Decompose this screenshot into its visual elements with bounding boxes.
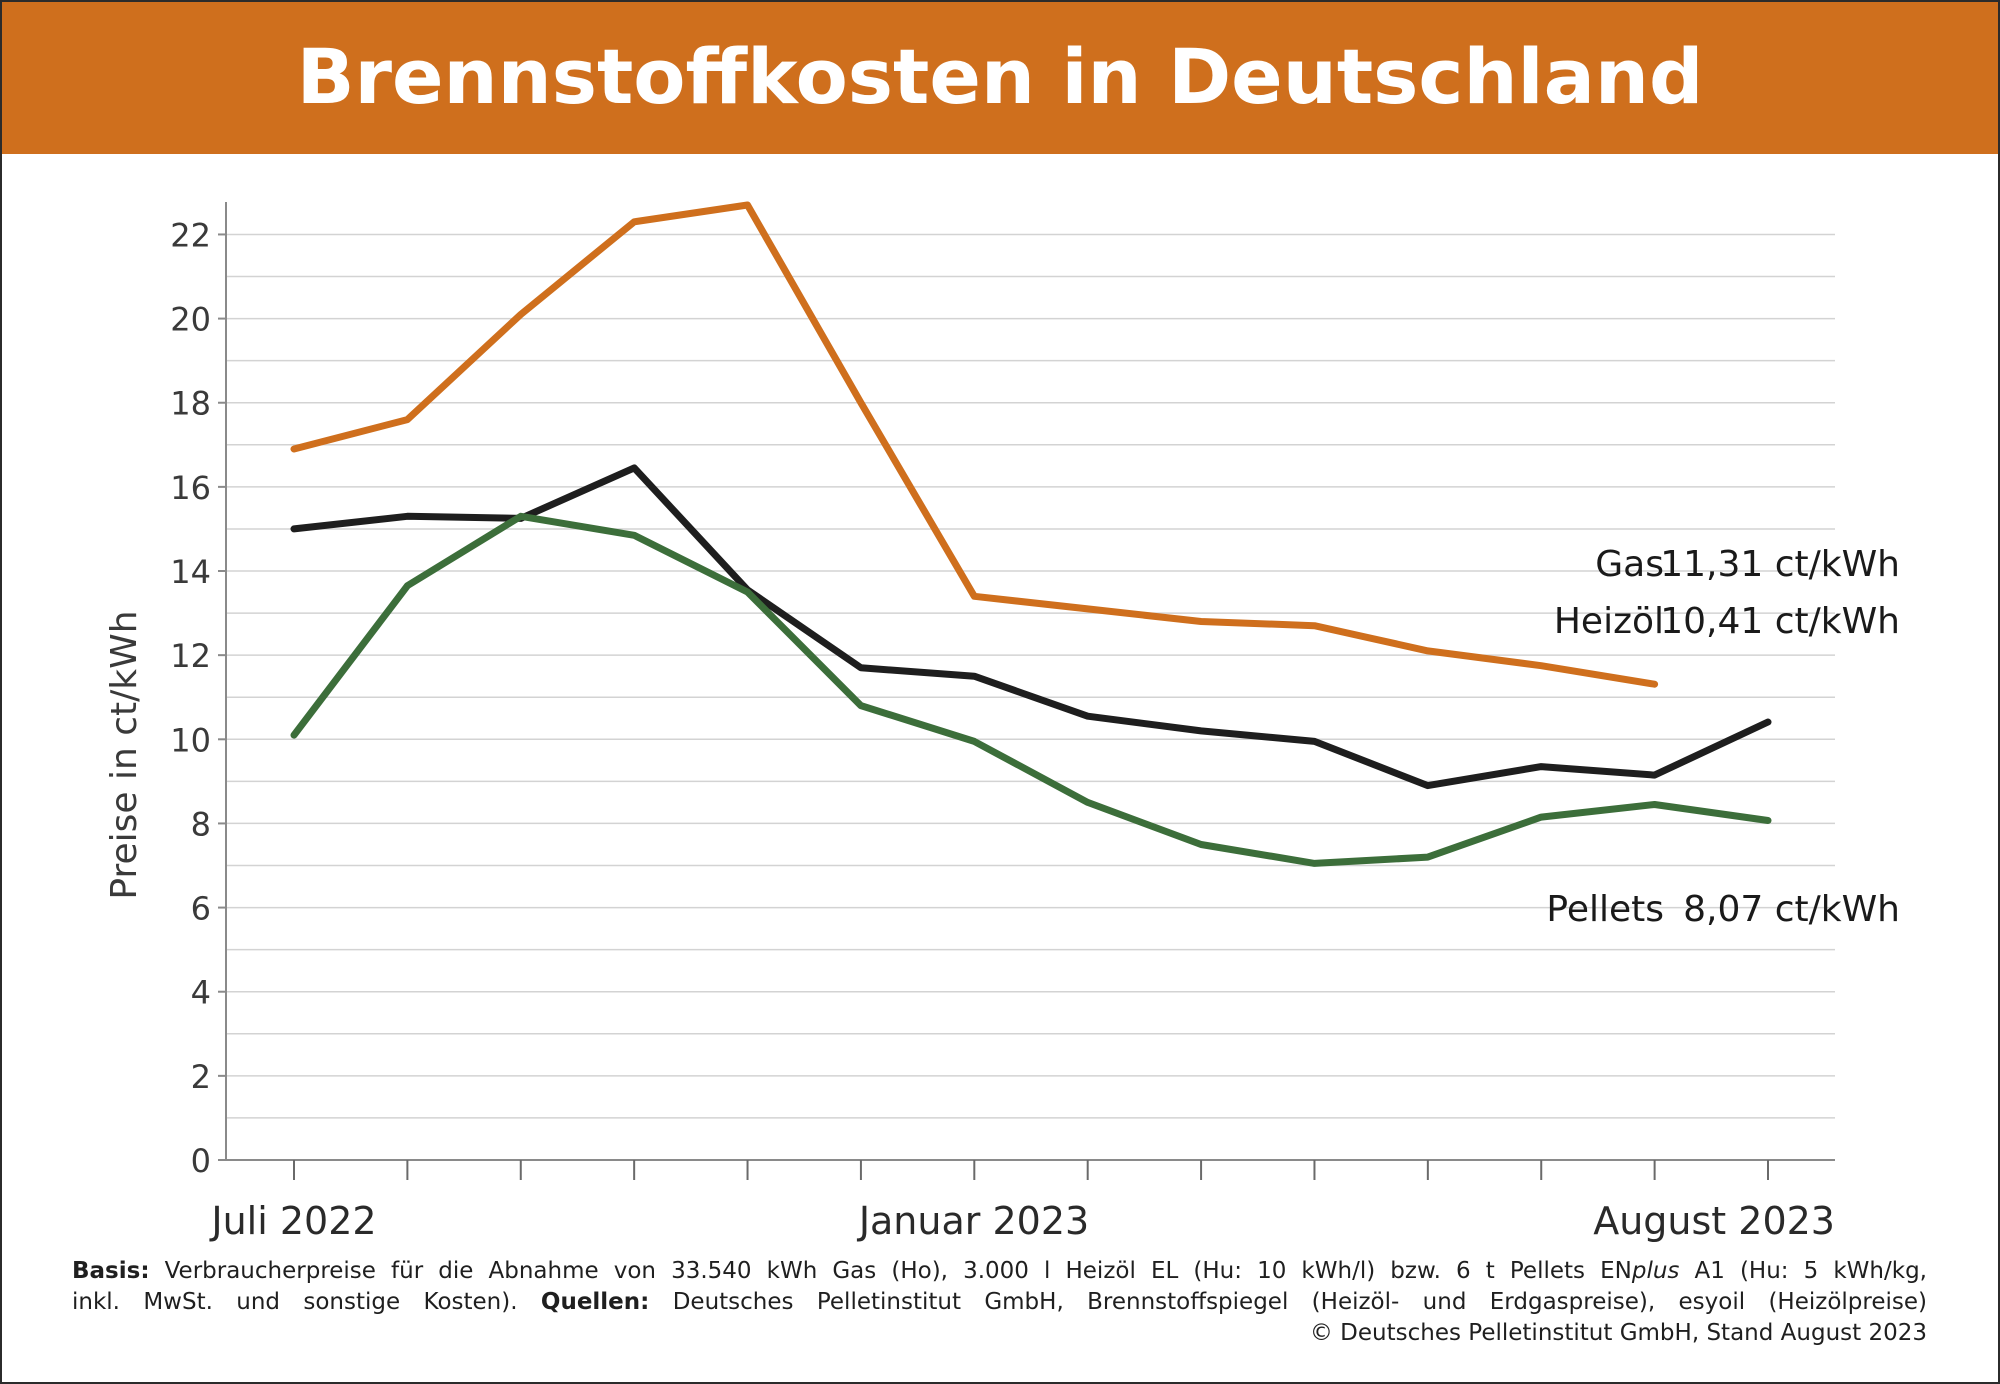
x-tick-labels: Juli 2022 Januar 2023 August 2023 [209, 1199, 1835, 1243]
y-tick-label: 22 [170, 216, 211, 254]
y-tick-label: 6 [191, 890, 211, 928]
x-label-juli-2022: Juli 2022 [209, 1199, 376, 1243]
basis-label: Basis: [72, 1258, 150, 1284]
gas-value-label: 11,31 ct/kWh [1660, 544, 1900, 585]
pellets-value-label: 8,07 ct/kWh [1683, 889, 1900, 930]
y-tick-label: 4 [191, 974, 211, 1012]
pellets-series-line [290, 512, 1772, 867]
y-tick-label: 14 [170, 553, 211, 591]
heizoel-value-label: 10,41 ct/kWh [1660, 601, 1900, 642]
chart-title: Brennstoffkosten in Deutschland [296, 32, 1704, 121]
title-banner: Brennstoffkosten in Deutschland [2, 2, 1998, 154]
y-tick-label: 16 [170, 469, 211, 507]
series-lines [290, 201, 1772, 867]
gas-series-line [290, 201, 1659, 688]
basis-text-2: A1 (Hu: 5 kWh/kg, [1679, 1258, 1927, 1284]
basis-italic: plus [1631, 1258, 1680, 1284]
y-tick-label: 18 [170, 385, 211, 423]
y-tick-label: 12 [170, 637, 211, 675]
heizoel-series-line [290, 464, 1772, 790]
line2-text: inkl. MwSt. und sonstige Kosten). [72, 1289, 541, 1315]
pellets-series-name: Pellets [1546, 889, 1664, 930]
footnote-sources-line: inkl. MwSt. und sonstige Kosten). Quelle… [72, 1287, 1927, 1318]
quellen-text: Deutsches Pelletinstitut GmbH, Brennstof… [649, 1289, 1927, 1315]
heizoel-series-name: Heizöl [1554, 601, 1664, 642]
x-ticks [293, 1160, 1769, 1180]
y-tick-label: 20 [170, 301, 211, 339]
axes [225, 202, 1835, 1161]
y-tick-labels: 0 2 4 6 8 10 12 14 16 18 20 22 [170, 216, 226, 1180]
footnote-basis-line: Basis: Verbraucherpreise für die Abnahme… [72, 1256, 1927, 1287]
copyright-line: © Deutsches Pelletinstitut GmbH, Stand A… [1309, 1320, 1927, 1346]
y-tick-label: 10 [170, 721, 211, 759]
y-tick-label: 2 [191, 1058, 211, 1096]
series-end-labels: Gas 11,31 ct/kWh Heizöl 10,41 ct/kWh Pel… [1546, 544, 1900, 930]
y-axis-title: Preise in ct/kWh [104, 610, 145, 899]
y-tick-label: 0 [191, 1142, 211, 1180]
gas-series-name: Gas [1595, 544, 1664, 585]
footnote: Basis: Verbraucherpreise für die Abnahme… [72, 1256, 1927, 1349]
gridlines [226, 233, 1835, 1119]
x-label-august-2023: August 2023 [1593, 1199, 1835, 1243]
x-label-januar-2023: Januar 2023 [857, 1199, 1089, 1243]
y-tick-label: 8 [191, 805, 211, 843]
line-chart: 0 2 4 6 8 10 12 14 16 18 20 22 Preise in ct/kWh Jul… [104, 201, 1900, 1243]
quellen-label: Quellen: [540, 1289, 650, 1315]
basis-text: Verbraucherpreise für die Abnahme von 33… [149, 1258, 1632, 1284]
